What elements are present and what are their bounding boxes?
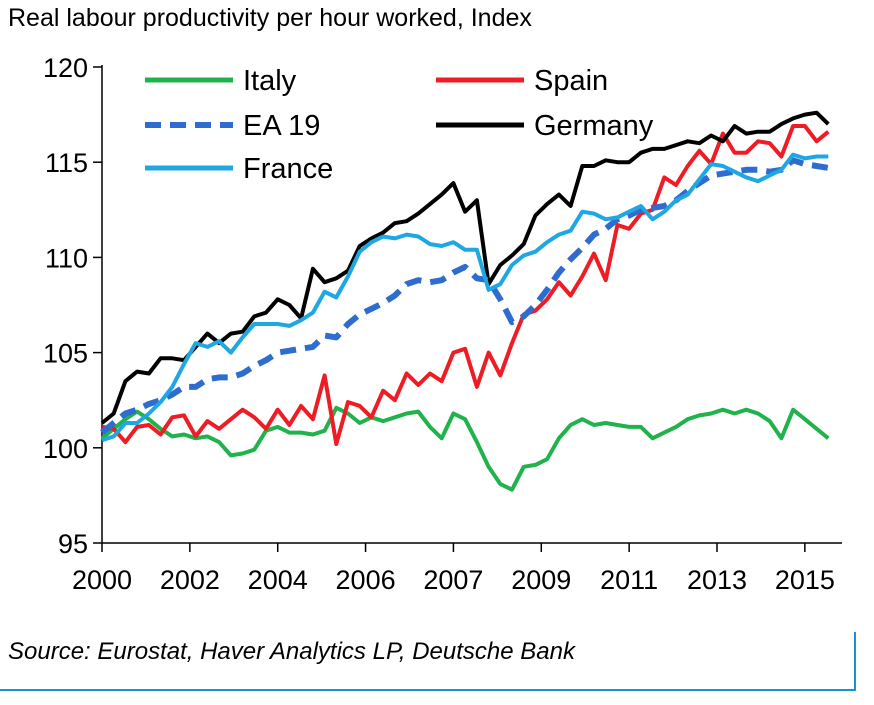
y-tick-label: 100 (43, 434, 88, 464)
x-tick-label: 2002 (160, 565, 220, 595)
legend-label-italy: Italy (243, 65, 297, 97)
x-tick-label: 2006 (336, 565, 396, 595)
y-tick-label: 120 (43, 53, 88, 83)
y-tick-label: 95 (58, 529, 88, 559)
x-tick-label: 2007 (423, 565, 483, 595)
x-tick-label: 2004 (248, 565, 308, 595)
source-note: Source: Eurostat, Haver Analytics LP, De… (8, 638, 575, 665)
legend-label-germany: Germany (534, 110, 654, 142)
source-divider (0, 689, 856, 691)
y-tick-label: 105 (43, 339, 88, 369)
legend-label-ea-19: EA 19 (243, 110, 320, 142)
legend-label-spain: Spain (534, 65, 608, 97)
chart-title: Real labour productivity per hour worked… (8, 4, 532, 32)
series-line-italy (100, 405, 830, 492)
x-axis-ticks: 2000 2002 2004 2006 2007 2009 2011 2013 2015 (72, 543, 835, 595)
x-tick-label: 2000 (72, 565, 132, 595)
chart-legend: Italy Spain EA 19 Germany France (145, 65, 654, 185)
y-axis-ticks: 95 100 105 110 115 120 (43, 53, 102, 559)
y-tick-label: 110 (45, 243, 88, 273)
x-tick-label: 2013 (687, 565, 747, 595)
series-line-spain (101, 124, 830, 446)
x-tick-label: 2009 (511, 565, 571, 595)
series-line-ea-19 (100, 157, 829, 435)
series-lines (100, 110, 830, 492)
x-tick-label: 2015 (775, 565, 835, 595)
legend-label-france: France (243, 153, 333, 185)
series-line-france (101, 152, 829, 443)
chart-axes (101, 65, 842, 544)
series-line-germany (100, 110, 830, 425)
source-border (854, 632, 856, 690)
y-tick-label: 115 (45, 148, 88, 178)
x-tick-label: 2011 (600, 565, 658, 595)
